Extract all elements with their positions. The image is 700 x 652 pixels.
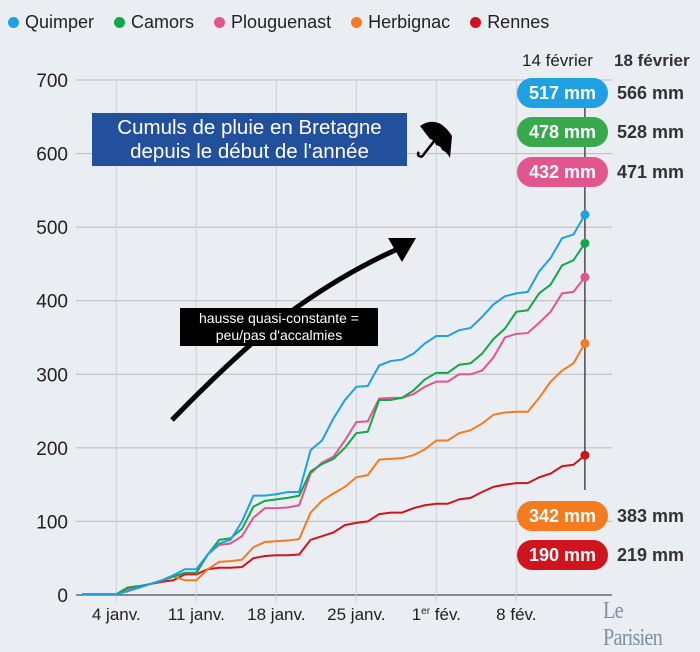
title-line: Cumuls de pluie en Bretagne	[117, 115, 382, 139]
y-tick-label: 600	[36, 145, 68, 166]
y-tick-label: 200	[36, 439, 68, 460]
x-tick-label: 25 janv.	[327, 605, 385, 624]
annotation-arrow	[170, 245, 402, 422]
chart: 0 100 200 300 400 500 600 700 4 janv. 11 janv. 18 …	[36, 71, 612, 624]
y-tick-label: 400	[36, 292, 68, 313]
legend-item: Herbignac	[351, 12, 450, 33]
header-later-date: 18 février	[614, 51, 690, 70]
legend-label: Rennes	[487, 12, 550, 32]
legend-dot	[8, 17, 19, 28]
later-value-plouguenast: 471 mm	[617, 161, 685, 182]
le-parisien-logo: Le Parisien	[603, 598, 663, 651]
header-current-date: 14 février	[522, 51, 593, 70]
later-value-camors: 528 mm	[617, 121, 685, 142]
annotation-arrowhead	[388, 238, 416, 262]
legend-label: Quimper	[25, 12, 95, 32]
x-tick-label: 4 janv.	[92, 605, 141, 624]
legend: Quimper Camors Plouguenast Herbignac Ren…	[8, 12, 549, 33]
title-line: depuis le début de l'année	[130, 139, 369, 163]
legend-dot	[351, 17, 363, 28]
series-line-herbignac	[82, 342, 586, 596]
end-point-rennes	[580, 450, 590, 460]
x-tick-label: 1er fév.	[412, 605, 461, 624]
annotation: hausse quasi-constante = peu/pas d'accal…	[180, 308, 378, 346]
end-point-herbignac	[580, 338, 590, 348]
value-pill-plouguenast: 432 mm	[517, 157, 608, 187]
legend-dot	[214, 17, 226, 28]
value-pill-herbignac: 342 mm	[517, 501, 608, 531]
x-tick-label: 8 fév.	[496, 605, 536, 624]
y-tick-label: 0	[57, 586, 68, 607]
annotation-line: hausse quasi-constante =	[199, 310, 359, 326]
umbrella-icon	[416, 121, 452, 158]
legend-item: Camors	[114, 12, 194, 33]
value-pill-camors: 478 mm	[517, 117, 608, 147]
x-tick-label: 18 janv.	[247, 605, 305, 624]
value-pill-rennes: 190 mm	[517, 540, 608, 570]
y-tick-label: 700	[36, 71, 68, 92]
chart-title: Cumuls de pluie en Bretagne depuis le dé…	[92, 113, 407, 166]
later-value-herbignac: 383 mm	[617, 505, 685, 526]
end-point-plouguenast	[580, 272, 590, 282]
y-tick-label: 300	[36, 365, 68, 386]
series-line-quimper	[82, 214, 586, 596]
series-line-rennes	[82, 454, 586, 596]
y-tick-label: 500	[36, 218, 68, 239]
later-value-quimper: 566 mm	[617, 82, 685, 103]
later-value-rennes: 219 mm	[617, 544, 685, 565]
y-tick-label: 100	[36, 512, 68, 533]
legend-label: Herbignac	[368, 12, 451, 32]
end-point-camors	[580, 238, 590, 248]
annotation-line: peu/pas d'accalmies	[215, 327, 343, 343]
legend-item: Plouguenast	[214, 12, 331, 33]
x-tick-label: 11 janv.	[168, 605, 225, 624]
value-pill-quimper: 517 mm	[517, 78, 608, 108]
legend-item: Quimper	[8, 12, 94, 33]
legend-item: Rennes	[470, 12, 549, 33]
legend-label: Plouguenast	[231, 12, 332, 32]
legend-dot	[470, 17, 482, 28]
end-point-quimper	[580, 210, 590, 220]
legend-dot	[114, 17, 126, 28]
legend-label: Camors	[131, 12, 195, 32]
